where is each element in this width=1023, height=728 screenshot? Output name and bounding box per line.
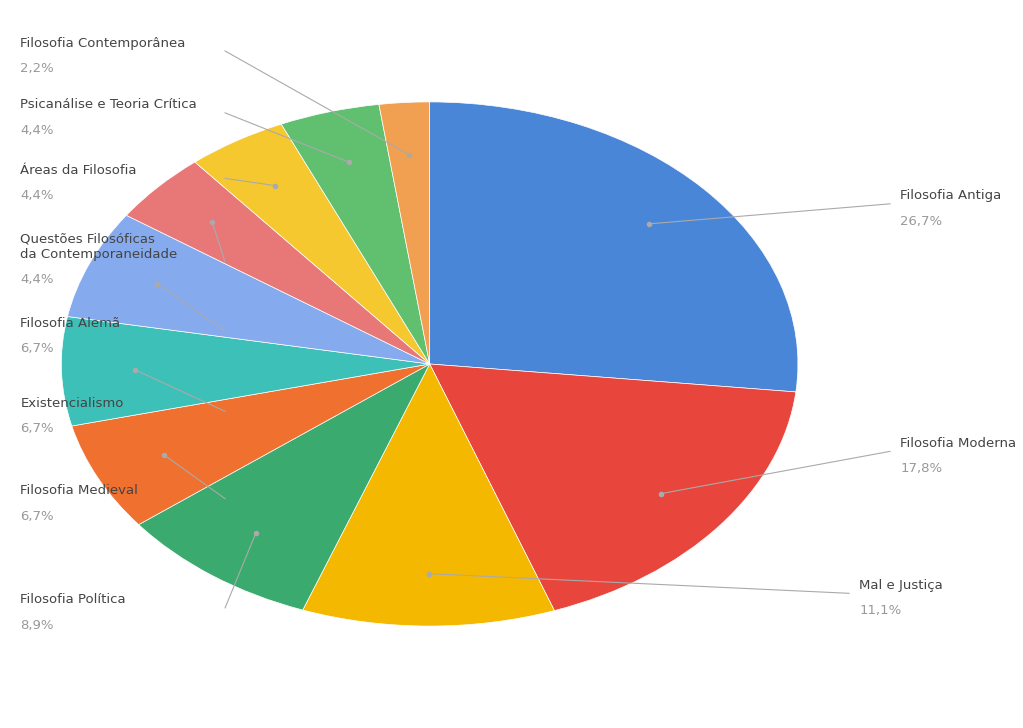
Text: Filosofia Medieval: Filosofia Medieval [20, 484, 138, 497]
Text: 17,8%: 17,8% [900, 462, 942, 475]
Text: 6,7%: 6,7% [20, 510, 54, 523]
Text: 4,4%: 4,4% [20, 124, 54, 137]
Wedge shape [430, 364, 796, 611]
Text: 4,4%: 4,4% [20, 273, 54, 286]
Text: Filosofia Antiga: Filosofia Antiga [900, 189, 1002, 202]
Wedge shape [430, 102, 798, 392]
Wedge shape [68, 215, 430, 364]
Text: 11,1%: 11,1% [859, 604, 901, 617]
Wedge shape [195, 124, 430, 364]
Text: 2,2%: 2,2% [20, 62, 54, 75]
Wedge shape [139, 364, 430, 610]
Text: Existencialismo: Existencialismo [20, 397, 124, 410]
Wedge shape [281, 104, 430, 364]
Text: Psicanálise e Teoria Crítica: Psicanálise e Teoria Crítica [20, 98, 197, 111]
Text: 6,7%: 6,7% [20, 422, 54, 435]
Wedge shape [61, 317, 430, 426]
Text: Filosofia Política: Filosofia Política [20, 593, 126, 606]
Text: Áreas da Filosofia: Áreas da Filosofia [20, 164, 137, 177]
Text: Filosofia Contemporânea: Filosofia Contemporânea [20, 36, 186, 50]
Text: 4,4%: 4,4% [20, 189, 54, 202]
Text: Questões Filosóficas
da Contemporaneidade: Questões Filosóficas da Contemporaneidad… [20, 233, 178, 261]
Text: 8,9%: 8,9% [20, 619, 54, 632]
Text: Filosofia Moderna: Filosofia Moderna [900, 437, 1017, 450]
Wedge shape [72, 364, 430, 525]
Wedge shape [127, 162, 430, 364]
Text: 26,7%: 26,7% [900, 215, 942, 228]
Text: Filosofia Alemã: Filosofia Alemã [20, 317, 121, 330]
Text: Mal e Justiça: Mal e Justiça [859, 579, 943, 592]
Wedge shape [303, 364, 554, 626]
Wedge shape [379, 102, 430, 364]
Text: 6,7%: 6,7% [20, 342, 54, 355]
